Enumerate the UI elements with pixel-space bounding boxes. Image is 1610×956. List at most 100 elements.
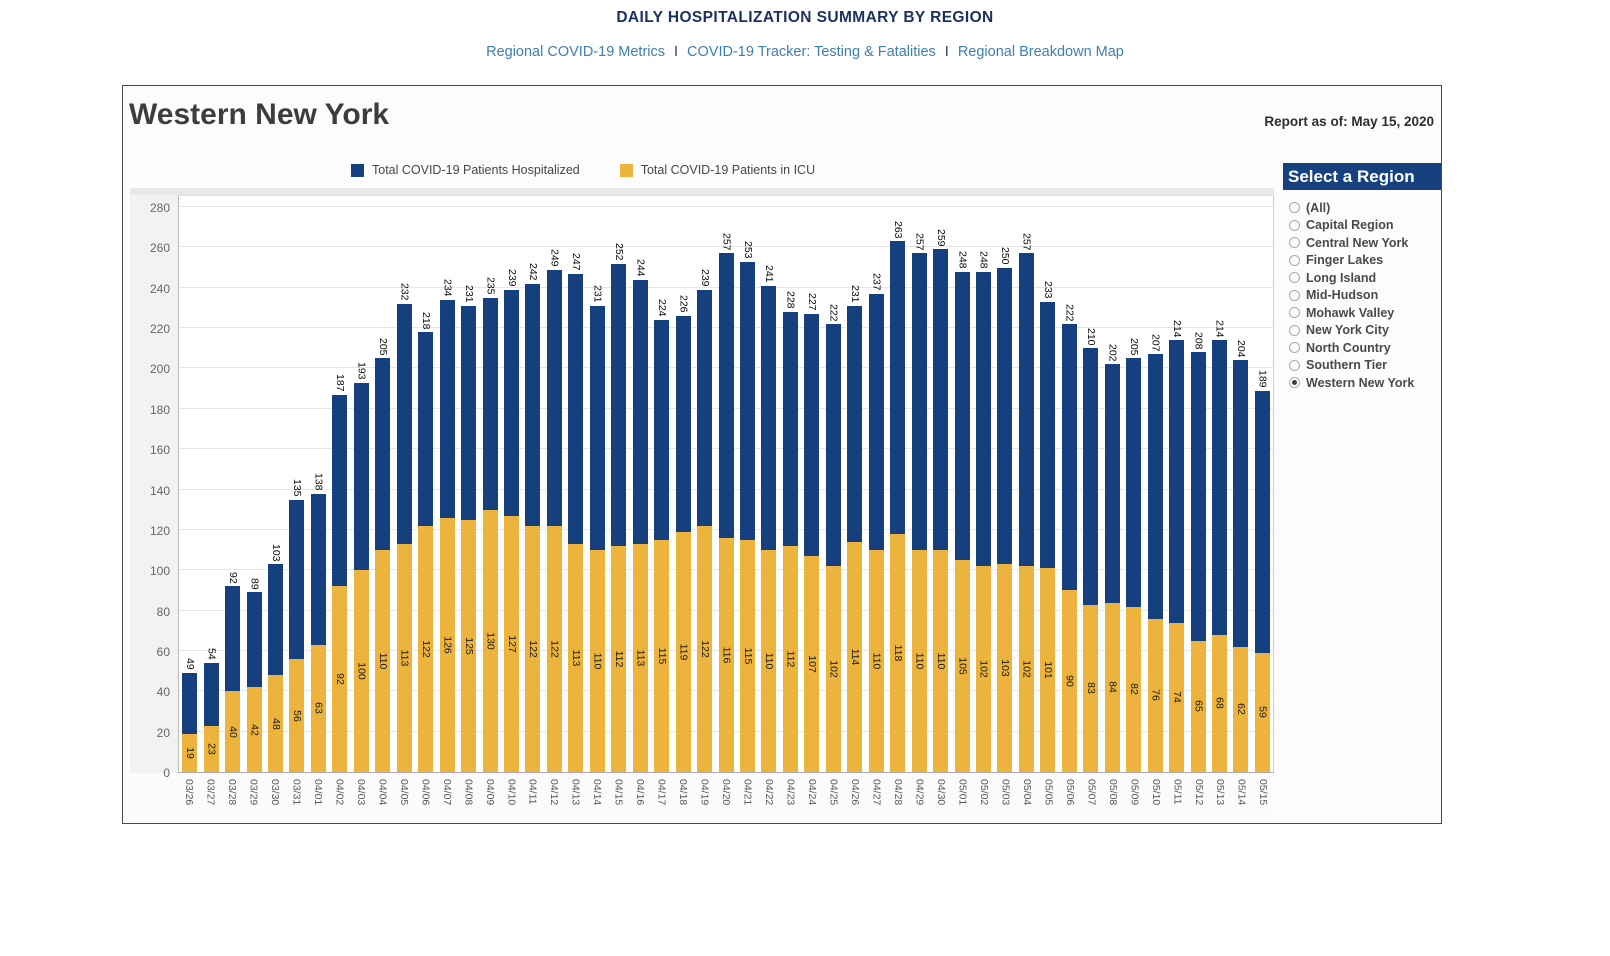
bar-05/05[interactable]: 233 101 (1037, 196, 1058, 772)
hospitalized-segment[interactable] (911, 253, 927, 551)
bar-05/06[interactable]: 222 90 (1059, 196, 1080, 772)
hospitalized-segment[interactable] (933, 249, 949, 551)
bar-04/22[interactable]: 241 110 (758, 196, 779, 772)
region-option-finger-lakes[interactable]: Finger Lakes (1289, 252, 1441, 270)
region-option-all[interactable]: (All) (1289, 199, 1441, 217)
hospitalized-segment[interactable] (611, 263, 627, 546)
bar-04/03[interactable]: 193 100 (351, 196, 372, 772)
bar-05/03[interactable]: 250 103 (994, 196, 1015, 772)
bar-04/04[interactable]: 205 110 (372, 196, 393, 772)
icu-segment[interactable]: 92 (332, 586, 348, 772)
icu-segment[interactable]: 105 (954, 560, 970, 772)
bar-03/30[interactable]: 103 48 (265, 196, 286, 772)
bar-05/08[interactable]: 202 84 (1101, 196, 1122, 772)
hospitalized-segment[interactable] (782, 311, 798, 546)
region-option-long-island[interactable]: Long Island (1289, 269, 1441, 287)
hospitalized-segment[interactable] (997, 267, 1013, 565)
hospitalized-segment[interactable] (332, 394, 348, 587)
bar-04/28[interactable]: 263 118 (887, 196, 908, 772)
hospitalized-segment[interactable] (632, 279, 648, 544)
icu-segment[interactable]: 110 (589, 550, 605, 772)
hospitalized-segment[interactable] (1190, 352, 1206, 641)
bar-03/31[interactable]: 135 56 (286, 196, 307, 772)
hospitalized-segment[interactable] (246, 592, 262, 688)
icu-segment[interactable]: 84 (1104, 602, 1120, 772)
bar-05/07[interactable]: 210 83 (1080, 196, 1101, 772)
bar-04/07[interactable]: 234 126 (436, 196, 457, 772)
radio-icon[interactable] (1289, 342, 1300, 354)
bar-04/25[interactable]: 222 102 (823, 196, 844, 772)
radio-icon[interactable] (1289, 272, 1300, 284)
hospitalized-segment[interactable] (589, 305, 605, 551)
icu-segment[interactable]: 126 (439, 517, 455, 772)
hospitalized-segment[interactable] (954, 271, 970, 561)
bar-04/12[interactable]: 249 122 (544, 196, 565, 772)
hospitalized-segment[interactable] (439, 299, 455, 518)
icu-segment[interactable]: 103 (997, 564, 1013, 772)
hospitalized-segment[interactable] (546, 269, 562, 526)
hospitalized-segment[interactable] (375, 358, 391, 551)
hospitalized-segment[interactable] (697, 289, 713, 526)
icu-segment[interactable]: 83 (1083, 604, 1099, 772)
bar-04/06[interactable]: 218 122 (415, 196, 436, 772)
icu-segment[interactable]: 102 (975, 566, 991, 772)
icu-segment[interactable]: 116 (718, 537, 734, 772)
icu-segment[interactable]: 100 (353, 570, 369, 772)
hospitalized-segment[interactable] (1254, 390, 1270, 653)
icu-segment[interactable]: 110 (375, 550, 391, 772)
bar-05/13[interactable]: 214 68 (1209, 196, 1230, 772)
nav-link-tracker[interactable]: COVID-19 Tracker: Testing & Fatalities (687, 44, 936, 60)
bar-04/23[interactable]: 228 112 (780, 196, 801, 772)
icu-segment[interactable]: 122 (546, 525, 562, 772)
bar-05/04[interactable]: 257 102 (1016, 196, 1037, 772)
icu-segment[interactable]: 122 (418, 525, 434, 772)
icu-segment[interactable]: 74 (1169, 622, 1185, 772)
icu-segment[interactable]: 90 (1061, 590, 1077, 772)
region-option-capital-region[interactable]: Capital Region (1289, 217, 1441, 235)
bar-04/26[interactable]: 231 114 (844, 196, 865, 772)
bar-04/24[interactable]: 227 107 (801, 196, 822, 772)
hospitalized-segment[interactable] (1126, 358, 1142, 607)
icu-segment[interactable]: 107 (804, 556, 820, 772)
icu-segment[interactable]: 113 (396, 543, 412, 772)
hospitalized-segment[interactable] (1211, 340, 1227, 635)
radio-icon[interactable] (1289, 377, 1300, 389)
hospitalized-segment[interactable] (1104, 364, 1120, 603)
bar-04/17[interactable]: 224 115 (651, 196, 672, 772)
region-option-north-country[interactable]: North Country (1289, 339, 1441, 357)
icu-segment[interactable]: 56 (289, 659, 305, 772)
hospitalized-segment[interactable] (504, 289, 520, 516)
hospitalized-segment[interactable] (975, 271, 991, 567)
bar-04/02[interactable]: 187 92 (329, 196, 350, 772)
icu-segment[interactable]: 112 (782, 546, 798, 772)
icu-segment[interactable]: 68 (1211, 634, 1227, 772)
icu-segment[interactable]: 110 (868, 550, 884, 772)
icu-segment[interactable]: 115 (740, 539, 755, 772)
icu-segment[interactable]: 110 (911, 550, 927, 772)
radio-icon[interactable] (1289, 307, 1300, 319)
icu-segment[interactable]: 119 (675, 531, 691, 772)
icu-segment[interactable]: 59 (1254, 652, 1270, 772)
icu-segment[interactable]: 112 (611, 546, 627, 772)
region-option-mid-hudson[interactable]: Mid-Hudson (1289, 287, 1441, 305)
hospitalized-segment[interactable] (847, 305, 863, 542)
hospitalized-segment[interactable] (825, 324, 841, 567)
bar-04/21[interactable]: 253 115 (737, 196, 758, 772)
bar-05/10[interactable]: 207 76 (1144, 196, 1165, 772)
nav-link-breakdown-map[interactable]: Regional Breakdown Map (957, 44, 1124, 60)
bar-04/27[interactable]: 237 110 (866, 196, 887, 772)
hospitalized-segment[interactable] (740, 261, 755, 540)
bar-04/16[interactable]: 244 113 (630, 196, 651, 772)
hospitalized-segment[interactable] (353, 382, 369, 571)
bar-05/02[interactable]: 248 102 (973, 196, 994, 772)
icu-segment[interactable]: 110 (761, 550, 777, 772)
bar-05/14[interactable]: 204 62 (1230, 196, 1251, 772)
bar-04/11[interactable]: 242 122 (522, 196, 543, 772)
bar-03/28[interactable]: 92 40 (222, 196, 243, 772)
hospitalized-segment[interactable] (396, 303, 412, 544)
icu-segment[interactable]: 113 (632, 543, 648, 772)
hospitalized-segment[interactable] (1083, 348, 1099, 605)
icu-segment[interactable]: 115 (654, 539, 670, 772)
hospitalized-segment[interactable] (310, 493, 326, 645)
bar-04/18[interactable]: 226 119 (672, 196, 693, 772)
